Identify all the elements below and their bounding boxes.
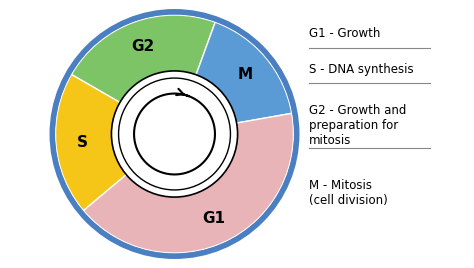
Text: S - DNA synthesis: S - DNA synthesis [309, 63, 414, 76]
Text: S: S [76, 135, 88, 150]
Circle shape [50, 9, 300, 259]
Wedge shape [83, 113, 293, 253]
Text: M - Mitosis
(cell division): M - Mitosis (cell division) [309, 179, 388, 207]
Text: G2 - Growth and
preparation for
mitosis: G2 - Growth and preparation for mitosis [309, 104, 406, 147]
Wedge shape [55, 75, 127, 210]
Circle shape [111, 71, 237, 197]
Text: G1 - Growth: G1 - Growth [309, 27, 380, 40]
Text: G1: G1 [202, 211, 225, 226]
Wedge shape [196, 22, 292, 123]
Text: G2: G2 [131, 39, 155, 54]
Wedge shape [72, 15, 215, 103]
Text: M: M [238, 67, 253, 82]
